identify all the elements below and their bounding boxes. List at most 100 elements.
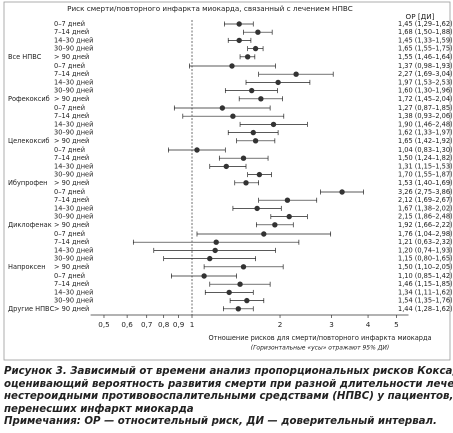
row-label: 30–90 дней [54, 213, 93, 221]
x-tick-label: 2 [278, 320, 283, 329]
estimate-point [293, 71, 299, 77]
group-label: Все НПВС [8, 53, 42, 61]
row-label: 0–7 дней [54, 62, 85, 70]
value-label: 3,26 (2,75–3,86) [398, 188, 453, 196]
estimate-point [237, 281, 243, 287]
row-label: > 90 дней [54, 305, 89, 313]
value-label: 1,65 (1,42–1,92) [398, 137, 453, 145]
row-label: > 90 дней [54, 95, 89, 103]
row-label: 14–30 дней [54, 288, 93, 296]
estimate-point [272, 222, 278, 228]
row-label: 7–14 дней [54, 154, 89, 162]
value-label: 1,65 (1,55–1,75) [398, 45, 453, 53]
row-label: 0–7 дней [54, 20, 85, 28]
x-tick-label: 0,5 [98, 320, 109, 329]
estimate-point [244, 54, 251, 60]
x-tick-label: 0,8 [158, 320, 170, 329]
estimate-point [248, 87, 255, 94]
value-label: 1,90 (1,46–2,48) [398, 120, 453, 128]
row-label: 7–14 дней [54, 28, 89, 36]
estimate-point [284, 197, 291, 203]
estimate-point [207, 255, 213, 262]
value-label: 2,12 (1,69–2,67) [398, 196, 453, 204]
row-label: > 90 дней [54, 179, 89, 187]
estimate-point [254, 205, 260, 212]
value-label: 1,45 (1,33–1,59) [398, 36, 453, 44]
value-label: 1,50 (1,10–2,05) [398, 263, 453, 271]
row-label: > 90 дней [54, 137, 89, 145]
group-label: Напроксен [8, 263, 46, 271]
x-tick-label: 0,9 [173, 320, 185, 329]
estimate-point [275, 79, 281, 86]
value-label: 1,55 (1,46–1,64) [398, 53, 453, 61]
row-label: 7–14 дней [54, 112, 89, 120]
estimate-point [223, 163, 229, 170]
value-label: 1,60 (1,30–1,96) [398, 87, 453, 95]
row-label: > 90 дней [54, 263, 89, 271]
estimate-point [252, 45, 259, 52]
estimate-point [194, 147, 200, 153]
row-label: 14–30 дней [54, 204, 93, 212]
row-label: 14–30 дней [54, 78, 93, 86]
value-label: 1,67 (1,38–2,02) [398, 204, 453, 212]
estimate-point [255, 29, 261, 35]
group-label: Другие НПВС [8, 305, 55, 313]
row-label: 14–30 дней [54, 246, 93, 254]
estimate-point [261, 231, 267, 237]
x-tick-label: 0,6 [121, 320, 133, 329]
estimate-point [244, 297, 250, 304]
estimate-point [236, 21, 242, 27]
note: (Горизонтальные «усы» отражают 95% ДИ) [251, 345, 390, 352]
estimate-point [243, 180, 249, 186]
x-tick-label: 4 [366, 320, 371, 329]
value-label: 1,21 (0,63–2,32) [398, 238, 453, 246]
row-label: 0–7 дней [54, 272, 85, 280]
estimate-point [240, 155, 247, 161]
caption-line: нестероидными противовоспалительными сре… [4, 391, 453, 403]
caption-line: перенесших инфаркт миокарда [4, 403, 194, 415]
row-label: 7–14 дней [54, 196, 89, 204]
x-tick-label: 1 [190, 320, 195, 329]
estimate-point [240, 264, 247, 270]
estimate-point [250, 129, 256, 136]
caption-notes: Примечания: ОР — относительный риск, ДИ … [4, 416, 437, 428]
value-label: 1,44 (1,28–1,62) [398, 305, 453, 313]
estimate-point [219, 105, 226, 111]
caption-line: оценивающий вероятность развития смерти … [4, 378, 453, 390]
value-label: 1,10 (0,85–1,42) [398, 272, 453, 280]
chart: Риск смерти/повторного инфаркта миокарда… [3, 1, 453, 361]
row-label: 30–90 дней [54, 255, 93, 263]
value-label: 1,70 (1,55–1,87) [398, 171, 453, 179]
value-label: 1,68 (1,50–1,88) [398, 28, 453, 36]
row-label: 7–14 дней [54, 238, 89, 246]
estimate-point [236, 37, 242, 44]
frame [3, 1, 451, 361]
row-label: 30–90 дней [54, 45, 93, 53]
value-label: 1,46 (1,15–1,85) [398, 280, 453, 288]
row-label: 30–90 дней [54, 297, 93, 305]
row-label: 14–30 дней [54, 120, 93, 128]
row-label: 7–14 дней [54, 70, 89, 78]
chart-title: Риск смерти/повторного инфаркта миокарда… [67, 4, 353, 13]
estimate-point [230, 113, 236, 119]
value-label: 1,76 (1,04–2,98) [398, 230, 453, 238]
x-axis-label: Отношение рисков для смерти/повторного и… [208, 334, 431, 342]
estimate-point [270, 121, 277, 128]
row-label: 30–90 дней [54, 171, 93, 179]
value-label: 1,37 (0,98–1,93) [398, 62, 453, 70]
value-label: 1,92 (1,66–2,22) [398, 221, 453, 229]
value-label: 1,15 (0,80–1,65) [398, 255, 453, 263]
estimate-point [339, 189, 345, 195]
caption-line: Рисунок 3. Зависимый от времени анализ п… [4, 366, 453, 377]
row-label: 14–30 дней [54, 162, 93, 170]
group-label: Ибупрофен [8, 179, 47, 187]
estimate-point [235, 306, 242, 312]
row-label: 0–7 дней [54, 230, 85, 238]
value-label: 1,38 (0,93–2,06) [398, 112, 453, 120]
row-label: 7–14 дней [54, 280, 89, 288]
estimate-point [286, 213, 292, 220]
estimate-point [201, 273, 207, 279]
value-label: 1,53 (1,40–1,69) [398, 179, 453, 187]
value-label: 1,20 (0,74–1,93) [398, 246, 453, 254]
